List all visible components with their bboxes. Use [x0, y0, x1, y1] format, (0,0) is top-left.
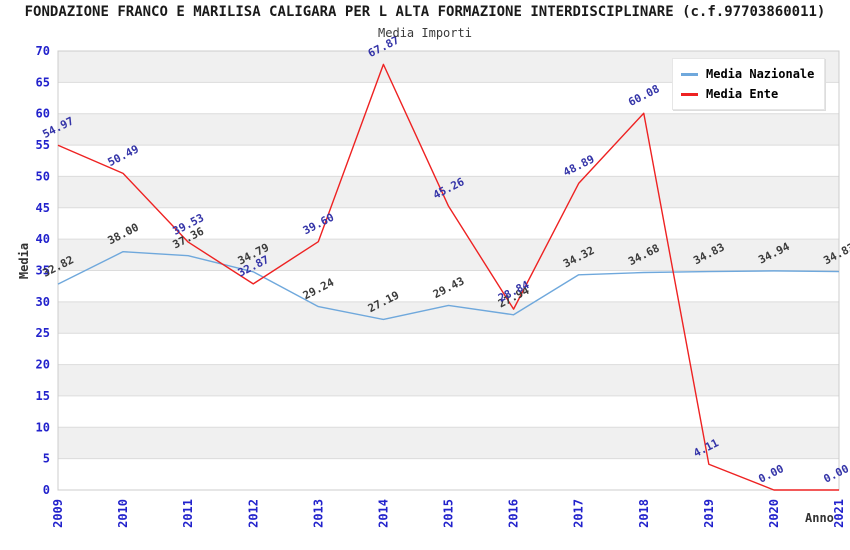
y-tick-label: 55 — [36, 138, 50, 152]
point-label: 0.00 — [821, 462, 850, 486]
point-label: 39.60 — [301, 211, 336, 238]
y-tick-label: 65 — [36, 75, 50, 89]
x-tick-label: 2021 — [832, 499, 846, 528]
point-label: 29.43 — [431, 274, 466, 301]
legend-label: Media Nazionale — [706, 67, 815, 81]
legend-swatch-icon — [681, 72, 698, 76]
plot-band — [58, 113, 839, 146]
plot-band — [58, 301, 839, 334]
point-label: 60.08 — [626, 82, 661, 109]
legend-item-media-nazionale: Media Nazionale — [681, 64, 814, 84]
legend-item-media-ente: Media Ente — [681, 84, 814, 104]
y-tick-label: 10 — [36, 420, 50, 434]
y-tick-label: 40 — [36, 232, 50, 246]
y-tick-label: 50 — [36, 169, 50, 183]
y-tick-label: 0 — [43, 483, 50, 497]
y-tick-label: 5 — [43, 452, 50, 466]
x-tick-label: 2014 — [376, 499, 390, 528]
plot-border — [57, 50, 840, 491]
point-label: 29.24 — [301, 276, 337, 303]
x-tick-label: 2018 — [637, 499, 651, 528]
plot-band — [58, 176, 839, 208]
y-tick-label: 15 — [36, 389, 50, 403]
y-tick-label: 45 — [36, 201, 50, 215]
x-tick-label: 2013 — [311, 499, 325, 528]
x-tick-label: 2019 — [702, 499, 716, 528]
legend: Media Nazionale Media Ente — [672, 58, 826, 110]
point-label: 50.49 — [106, 142, 141, 169]
legend-swatch-icon — [681, 92, 698, 96]
y-tick-label: 70 — [36, 44, 50, 58]
x-tick-label: 2015 — [442, 499, 456, 528]
point-label: 48.89 — [561, 152, 596, 179]
x-tick-label: 2020 — [767, 499, 781, 528]
x-tick-label: 2010 — [116, 499, 130, 528]
y-tick-label: 60 — [36, 107, 50, 121]
x-tick-label: 2017 — [572, 499, 586, 528]
y-tick-label: 30 — [36, 295, 50, 309]
series-line-media-nazionale — [57, 250, 840, 321]
plot-band — [58, 239, 839, 271]
plot-band — [58, 364, 839, 396]
y-tick-label: 35 — [36, 264, 50, 278]
x-tick-label: 2011 — [181, 499, 195, 528]
chart-subtitle: Media Importi — [378, 26, 472, 40]
legend-label: Media Ente — [706, 87, 779, 101]
x-tick-label: 2012 — [246, 499, 260, 528]
y-tick-label: 25 — [36, 326, 50, 340]
point-label: 0.00 — [756, 462, 786, 486]
series-line-media-ente — [57, 63, 839, 491]
x-axis-title: Anno — [805, 511, 834, 525]
x-tick-label: 2009 — [51, 499, 65, 528]
y-tick-label: 20 — [36, 358, 50, 372]
plot-band — [58, 427, 839, 459]
x-tick-label: 2016 — [507, 499, 521, 528]
y-axis-title: Media — [17, 242, 32, 280]
chart-title: FONDAZIONE FRANCO E MARILISA CALIGARA PE… — [24, 4, 826, 20]
